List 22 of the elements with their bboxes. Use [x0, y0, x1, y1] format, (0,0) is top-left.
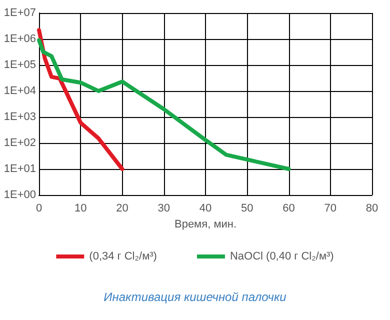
y-tick-label: 1E+01: [4, 163, 36, 175]
y-tick-label: 1E+03: [4, 111, 36, 123]
x-tick-label: 50: [241, 202, 254, 214]
x-tick-label: 60: [282, 202, 295, 214]
x-tick-label: 40: [199, 202, 212, 214]
x-tick-label: 80: [366, 202, 378, 214]
x-tick-label: 30: [158, 202, 170, 214]
x-axis-title: Время, мин.: [174, 218, 237, 230]
legend-label: NaOCl (0,40 г Cl₂/м³): [230, 250, 334, 262]
x-tick-label: 0: [36, 202, 42, 214]
y-tick-label: 1E+06: [4, 33, 36, 45]
x-tick-label: 10: [74, 202, 87, 214]
line-series: [37, 38, 291, 171]
y-tick-label: 1E+02: [4, 137, 36, 149]
x-tick-label: 70: [324, 202, 336, 214]
y-tick-label: 1E+00: [4, 189, 36, 201]
text: Инактивация кишечной палочки: [104, 290, 287, 304]
y-tick-label: 1E+04: [4, 85, 36, 97]
x-tick-label: 20: [116, 202, 128, 214]
y-tick-label: 1E+05: [4, 59, 36, 71]
y-tick-label: 1E+07: [4, 7, 36, 19]
legend-label: (0,34 г Cl₂/м³): [89, 250, 157, 262]
